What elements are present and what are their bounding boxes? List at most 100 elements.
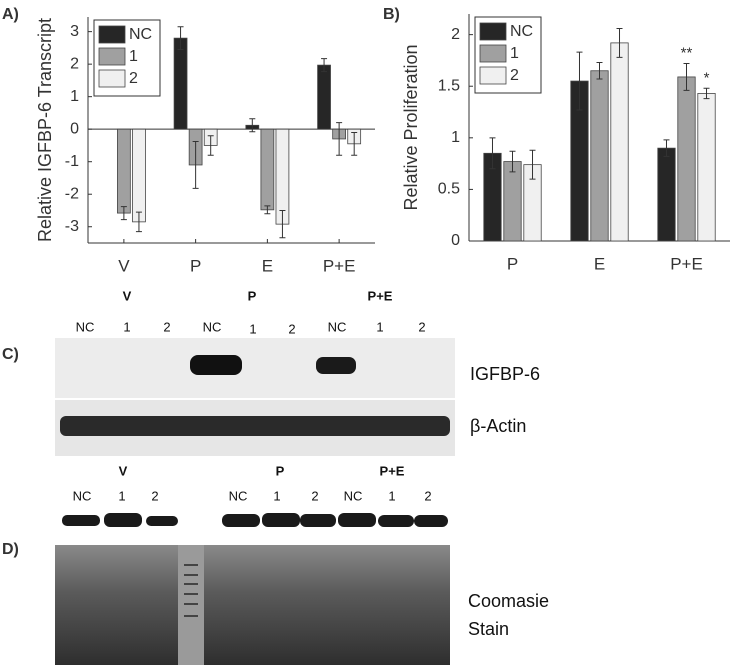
y-tick-label: -1 bbox=[65, 153, 79, 170]
legend-swatch bbox=[479, 44, 507, 63]
error-bar bbox=[663, 139, 670, 157]
band-label: β-Actin bbox=[470, 416, 526, 436]
bar bbox=[317, 64, 331, 130]
y-tick-label: 0.5 bbox=[438, 181, 460, 198]
y-tick-label: 1 bbox=[70, 88, 79, 105]
error-bar bbox=[120, 206, 127, 221]
bar bbox=[657, 147, 676, 242]
y-tick-label: -2 bbox=[65, 185, 79, 202]
error-bar bbox=[207, 135, 214, 156]
blot-band bbox=[60, 416, 450, 436]
error-bar bbox=[351, 131, 358, 156]
error-bar bbox=[703, 87, 710, 100]
legend-swatch bbox=[479, 22, 507, 41]
group-label: P bbox=[276, 463, 285, 478]
y-tick-label: 2 bbox=[451, 26, 460, 43]
bar bbox=[275, 128, 290, 225]
group-label: V bbox=[119, 463, 128, 478]
error-bar bbox=[529, 149, 536, 180]
error-bar bbox=[596, 61, 603, 80]
lane-label: 2 bbox=[163, 319, 170, 334]
bar bbox=[677, 76, 696, 242]
y-tick-label: 2 bbox=[70, 55, 79, 72]
lane-label: 2 bbox=[311, 488, 318, 503]
blot-background bbox=[55, 338, 455, 398]
panel-label: C) bbox=[2, 346, 19, 363]
lane-label: 2 bbox=[418, 319, 425, 334]
y-tick-label: 0 bbox=[451, 232, 460, 249]
legend-label: NC bbox=[129, 26, 152, 43]
x-tick-label: P+E bbox=[670, 254, 703, 273]
legend-swatch bbox=[479, 66, 507, 85]
error-bar bbox=[576, 51, 583, 111]
lane-label: 2 bbox=[151, 488, 158, 503]
error-bar bbox=[249, 118, 256, 133]
lane-label: 1 bbox=[273, 488, 280, 503]
group-label: P+E bbox=[368, 288, 393, 303]
legend-swatch bbox=[98, 25, 126, 44]
significance-label: ** bbox=[681, 44, 693, 61]
x-tick-label: E bbox=[262, 256, 273, 275]
lane-label: NC bbox=[203, 319, 222, 334]
error-bar bbox=[616, 27, 623, 58]
lane-label: 1 bbox=[388, 488, 395, 503]
stain-label: Stain bbox=[468, 619, 509, 639]
legend-label: 1 bbox=[129, 48, 138, 65]
lane-label: 2 bbox=[424, 488, 431, 503]
y-axis-label: Relative Proliferation bbox=[401, 44, 421, 210]
error-bar bbox=[135, 211, 142, 233]
legend-label: 2 bbox=[510, 67, 519, 84]
lane-label: NC bbox=[344, 488, 363, 503]
panel-label: A) bbox=[2, 6, 19, 23]
error-bar bbox=[279, 209, 286, 239]
bar bbox=[697, 93, 716, 242]
error-bar bbox=[321, 58, 328, 73]
error-bar bbox=[264, 205, 271, 215]
ladder-bands bbox=[184, 564, 198, 617]
error-bar bbox=[192, 141, 199, 189]
significance-label: * bbox=[704, 69, 710, 86]
lane-label: NC bbox=[76, 319, 95, 334]
lane-label: 2 bbox=[288, 321, 295, 336]
error-bar bbox=[489, 137, 496, 170]
y-tick-label: 1.5 bbox=[438, 77, 460, 94]
legend-swatch bbox=[98, 69, 126, 88]
group-label: V bbox=[123, 288, 132, 303]
group-label: P bbox=[248, 288, 257, 303]
y-tick-label: -3 bbox=[65, 218, 79, 235]
coomassie-gel bbox=[55, 545, 450, 665]
lane-label: NC bbox=[229, 488, 248, 503]
x-tick-label: P bbox=[507, 254, 518, 273]
legend-label: 1 bbox=[510, 45, 519, 62]
y-tick-label: 0 bbox=[70, 120, 79, 137]
bar bbox=[260, 128, 275, 211]
y-tick-label: 1 bbox=[451, 129, 460, 146]
bar bbox=[173, 37, 188, 130]
lane-label: NC bbox=[328, 319, 347, 334]
blot-band bbox=[190, 355, 242, 375]
lane-label: 1 bbox=[249, 321, 256, 336]
bar bbox=[590, 70, 609, 242]
bar bbox=[610, 42, 629, 242]
lane-label: 1 bbox=[118, 488, 125, 503]
blot-band bbox=[316, 357, 356, 374]
x-tick-label: P bbox=[190, 256, 201, 275]
bar bbox=[132, 128, 146, 223]
lane-label: 1 bbox=[376, 319, 383, 334]
stain-label: Coomasie bbox=[468, 591, 549, 611]
lane-label: 1 bbox=[123, 319, 130, 334]
legend-label: 2 bbox=[129, 70, 138, 87]
x-tick-label: V bbox=[118, 256, 130, 275]
error-bar bbox=[509, 150, 516, 173]
y-axis-label: Relative IGFBP-6 Transcript bbox=[35, 18, 55, 242]
legend-label: NC bbox=[510, 23, 533, 40]
band-label: IGFBP-6 bbox=[470, 364, 540, 384]
panel-label: D) bbox=[2, 541, 19, 558]
blot-bands bbox=[62, 513, 448, 527]
error-bar bbox=[683, 63, 690, 91]
bar bbox=[117, 128, 131, 214]
panel-label: B) bbox=[383, 6, 400, 23]
x-tick-label: P+E bbox=[323, 256, 356, 275]
error-bar bbox=[177, 26, 184, 51]
